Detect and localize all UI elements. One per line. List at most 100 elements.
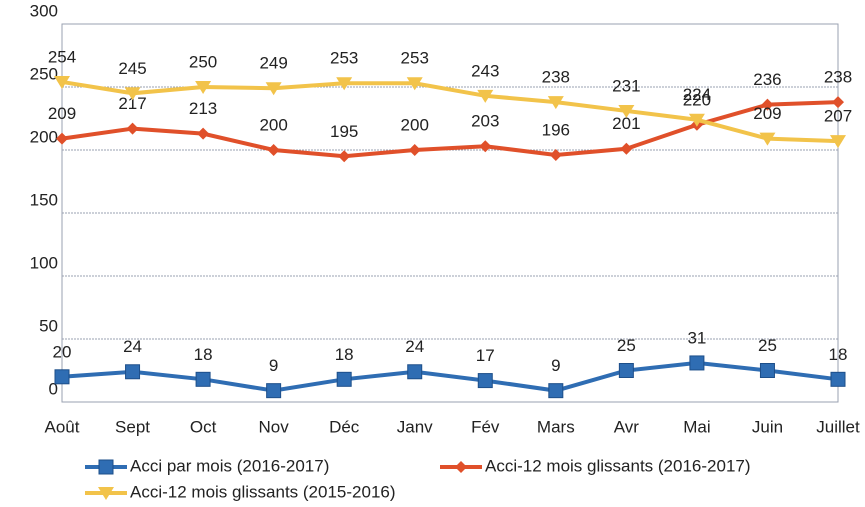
data-label: 195 [330, 122, 358, 141]
x-tick-label: Mars [537, 417, 575, 436]
legend-marker [455, 461, 467, 473]
x-tick-label: Juillet [816, 417, 860, 436]
data-label: 18 [335, 345, 354, 364]
legend-label: Acci-12 mois glissants (2016-2017) [485, 456, 751, 475]
data-label: 253 [401, 49, 429, 68]
legend-marker [98, 487, 114, 500]
legend-label: Acci-12 mois glissants (2015-2016) [130, 482, 396, 501]
point [477, 89, 494, 103]
legend-marker [98, 459, 114, 475]
data-label: 250 [189, 52, 217, 71]
data-label: 31 [687, 328, 706, 347]
point [56, 132, 68, 145]
y-tick-label: 100 [30, 253, 58, 272]
data-label: 209 [753, 104, 781, 123]
point [477, 373, 493, 389]
point [408, 144, 421, 156]
data-label: 25 [758, 336, 777, 355]
data-label: 243 [471, 61, 499, 80]
point [125, 364, 141, 380]
data-label: 238 [824, 68, 852, 87]
point [195, 371, 211, 387]
point [336, 77, 353, 91]
data-label: 25 [617, 336, 636, 355]
point [689, 355, 705, 371]
point [195, 81, 212, 94]
point [618, 363, 634, 378]
data-label: 236 [753, 70, 781, 89]
y-tick-label: 150 [30, 190, 58, 209]
data-label: 231 [612, 76, 640, 95]
point [266, 383, 282, 399]
data-label: 238 [542, 68, 570, 87]
data-label: 196 [542, 121, 570, 140]
x-tick-label: Nov [259, 417, 290, 436]
data-label: 24 [123, 337, 142, 356]
point [267, 144, 280, 156]
x-tick-label: Oct [190, 417, 217, 436]
series-line [61, 79, 839, 144]
point [54, 75, 70, 89]
data-label: 17 [476, 346, 495, 365]
data-label: 18 [829, 345, 848, 364]
data-label: 249 [259, 54, 287, 73]
point [830, 371, 846, 387]
data-label: 18 [194, 345, 213, 364]
point [336, 371, 352, 387]
data-label: 9 [551, 356, 560, 375]
x-tick-label: Déc [329, 417, 360, 436]
point [830, 135, 846, 149]
point [124, 87, 141, 101]
series-line [61, 100, 839, 159]
point [759, 363, 775, 378]
data-label: 254 [48, 47, 76, 66]
point [54, 369, 70, 385]
point [759, 132, 776, 146]
x-tick-label: Janv [397, 417, 433, 436]
point [197, 127, 210, 140]
y-tick-label: 0 [49, 379, 58, 398]
x-tick-label: Sept [115, 417, 150, 436]
point [338, 150, 351, 163]
data-label: 245 [118, 59, 146, 78]
y-tick-label: 300 [30, 1, 58, 20]
point [688, 113, 705, 127]
x-tick-label: Août [45, 417, 80, 436]
data-label: 200 [401, 115, 429, 134]
series-line [61, 360, 839, 393]
point [761, 98, 774, 111]
y-tick-label: 200 [30, 127, 58, 146]
point [548, 383, 564, 399]
point [265, 82, 282, 96]
data-label: 253 [330, 49, 358, 68]
data-label: 213 [189, 99, 217, 118]
data-label: 24 [405, 337, 424, 356]
data-label: 9 [269, 356, 278, 375]
data-label: 200 [259, 115, 287, 134]
data-label: 217 [118, 94, 146, 113]
point [126, 122, 139, 135]
point [407, 364, 423, 380]
x-tick-label: Fév [471, 417, 500, 436]
x-tick-label: Avr [614, 417, 640, 436]
point [620, 142, 633, 155]
x-tick-label: Mai [683, 417, 710, 436]
point [547, 96, 564, 110]
x-tick-label: Juin [752, 417, 783, 436]
legend-label: Acci par mois (2016-2017) [130, 456, 329, 475]
data-label: 209 [48, 104, 76, 123]
point [618, 104, 635, 118]
data-label: 224 [683, 85, 711, 104]
point [549, 149, 562, 162]
point [479, 140, 492, 153]
y-tick-label: 250 [30, 64, 58, 83]
data-label: 20 [53, 342, 72, 361]
data-label: 201 [612, 114, 640, 133]
data-label: 207 [824, 107, 852, 126]
y-tick-label: 50 [39, 316, 58, 335]
point [406, 77, 423, 91]
data-label: 203 [471, 112, 499, 131]
point [832, 96, 844, 109]
data-label: 220 [683, 90, 711, 109]
